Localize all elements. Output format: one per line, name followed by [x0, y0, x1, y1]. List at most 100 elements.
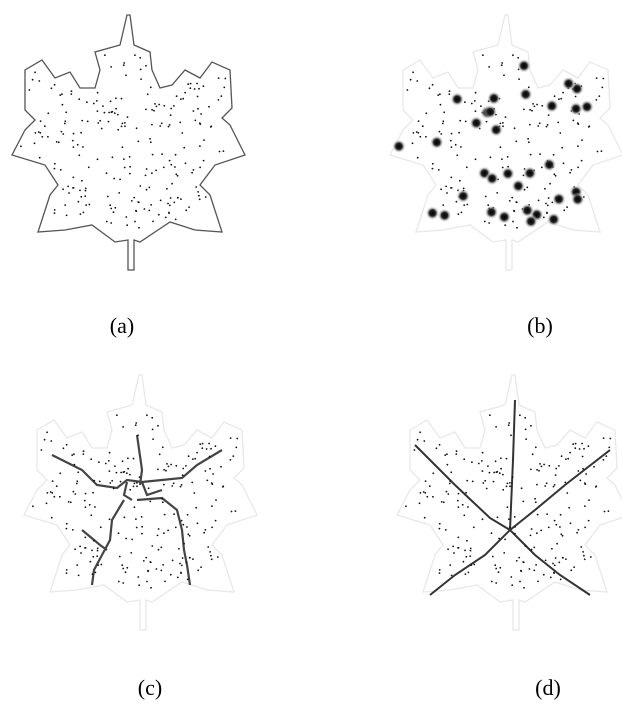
dot: [555, 175, 557, 177]
dot: [122, 568, 124, 570]
dot: [547, 124, 549, 126]
dot: [509, 527, 511, 529]
dot: [537, 514, 539, 516]
dot: [425, 136, 427, 138]
cluster-blob: [524, 214, 538, 228]
dot: [180, 198, 182, 200]
dot: [114, 465, 116, 467]
dot: [535, 446, 537, 448]
dot: [429, 87, 431, 89]
dot: [99, 481, 101, 483]
dot: [189, 535, 191, 537]
dot: [543, 574, 545, 576]
dot: [572, 443, 574, 445]
dot: [455, 144, 457, 146]
dot: [190, 83, 192, 85]
dot: [123, 62, 125, 64]
dot: [140, 69, 142, 71]
dot: [74, 493, 76, 495]
dot: [158, 104, 160, 106]
dot: [222, 486, 224, 488]
dot: [516, 201, 518, 203]
dot: [495, 568, 497, 570]
figure: (a) (b) (c) (d): [0, 0, 622, 711]
panel-label: (a): [110, 313, 134, 338]
leaf-outline: [390, 15, 622, 270]
dot: [200, 113, 202, 115]
dot: [61, 93, 63, 95]
panel-c: [24, 375, 257, 630]
dot: [51, 517, 53, 519]
dot: [199, 443, 201, 445]
dot: [518, 557, 520, 559]
dot: [603, 459, 605, 461]
dot: [170, 574, 172, 576]
dot: [92, 492, 94, 494]
dot: [423, 491, 425, 493]
cluster-blob: [485, 205, 499, 219]
dot: [47, 112, 49, 114]
cluster-blob: [511, 179, 525, 193]
dot: [209, 551, 211, 553]
dot: [531, 110, 533, 112]
dot: [567, 458, 569, 460]
dot: [114, 112, 116, 114]
dot: [491, 532, 493, 534]
dot: [176, 95, 178, 97]
dot: [514, 526, 516, 528]
dot: [187, 514, 189, 516]
dot: [478, 463, 480, 465]
dot: [137, 576, 139, 578]
dot: [568, 507, 570, 509]
dot: [119, 179, 121, 181]
dot: [111, 111, 113, 113]
dot: [559, 132, 561, 134]
dot: [151, 545, 153, 547]
dot: [533, 547, 535, 549]
dot: [562, 92, 564, 94]
dot: [563, 162, 565, 164]
cluster-blob: [542, 158, 556, 172]
dot: [215, 520, 217, 522]
dot: [197, 108, 199, 110]
dot: [529, 568, 531, 570]
dot: [500, 457, 502, 459]
dot: [608, 447, 610, 449]
dot: [208, 443, 210, 445]
dot: [179, 122, 181, 124]
dot: [110, 222, 112, 224]
cluster-blob: [497, 210, 511, 224]
dot: [450, 471, 452, 473]
dot: [588, 126, 590, 128]
dot: [457, 500, 459, 502]
dot: [109, 518, 111, 520]
dot: [601, 150, 603, 152]
dot: [104, 54, 106, 56]
dot: [201, 447, 203, 449]
dot: [83, 212, 85, 214]
dot: [440, 133, 442, 135]
dot: [529, 109, 531, 111]
dot: [182, 524, 184, 526]
dot: [150, 141, 152, 143]
dot: [97, 122, 99, 124]
dot: [123, 471, 125, 473]
dot: [133, 458, 135, 460]
dot: [548, 465, 550, 467]
dot: [519, 414, 521, 416]
dot: [432, 496, 434, 498]
dot: [125, 571, 127, 573]
dot: [482, 518, 484, 520]
dot: [458, 506, 460, 508]
dot: [152, 221, 154, 223]
dot: [465, 121, 467, 123]
dot: [482, 470, 484, 472]
dot: [605, 455, 607, 457]
dot: [531, 549, 533, 551]
dot: [486, 121, 488, 123]
dot: [501, 62, 503, 64]
dot: [170, 464, 172, 466]
dot: [425, 112, 427, 114]
dot: [459, 120, 461, 122]
dot: [223, 150, 225, 152]
